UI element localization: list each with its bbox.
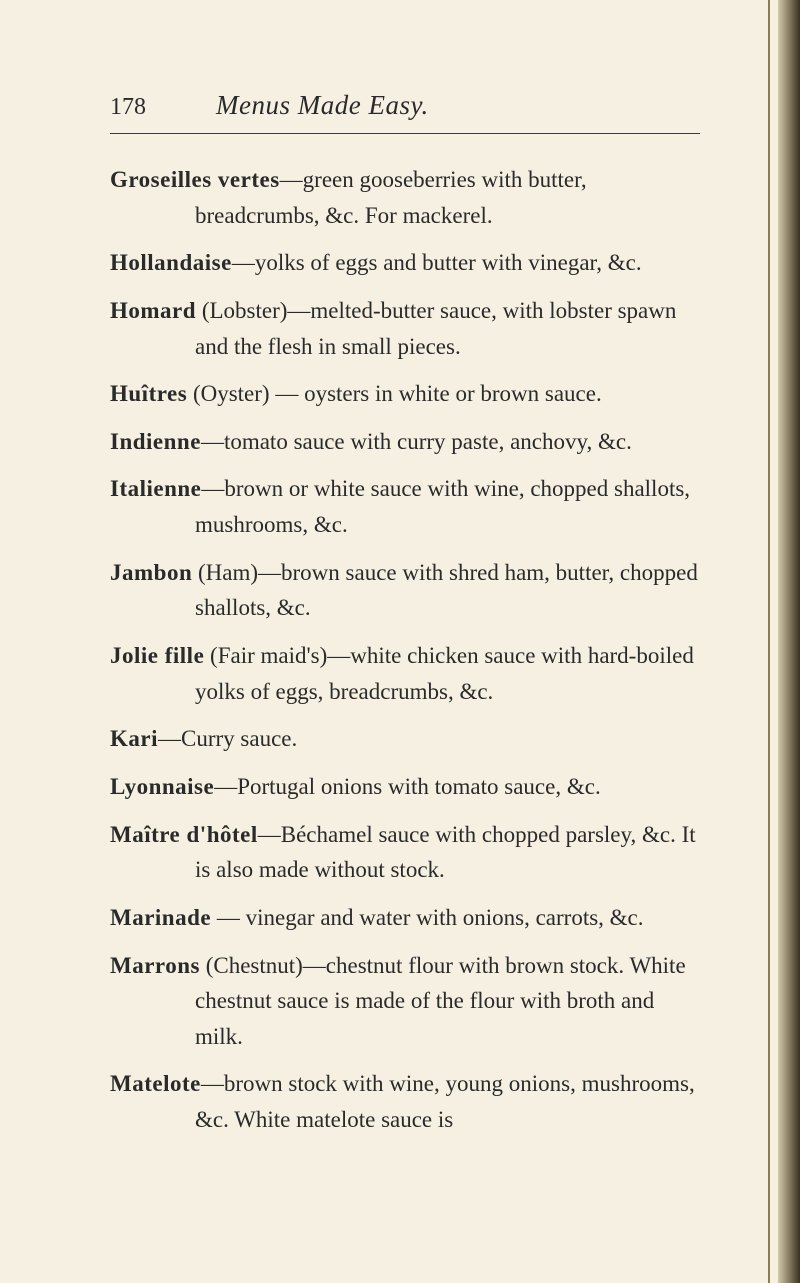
page-title: Menus Made Easy.	[216, 90, 429, 121]
page-edge-line	[768, 0, 770, 1283]
page-number: 178	[110, 94, 146, 121]
entry-term: Italienne	[110, 476, 201, 501]
entry-definition: — vinegar and water with onions, carrots…	[211, 905, 643, 930]
entry-term: Matelote	[110, 1071, 201, 1096]
glossary-entry: Huîtres (Oyster) — oysters in white or b…	[110, 376, 700, 412]
glossary-entry: Italienne—brown or white sauce with wine…	[110, 471, 700, 542]
entry-term: Groseilles vertes	[110, 167, 280, 192]
entry-term: Lyonnaise	[110, 774, 214, 799]
entry-definition: —brown or white sauce with wine, chopped…	[195, 476, 690, 537]
entry-definition: —brown stock with wine, young onions, mu…	[195, 1071, 695, 1132]
entry-term: Hollandaise	[110, 250, 232, 275]
glossary-entry: Marrons (Chestnut)—chestnut flour with b…	[110, 948, 700, 1055]
glossary-entry: Maître d'hôtel—Béchamel sauce with chopp…	[110, 817, 700, 888]
entry-term: Jambon	[110, 560, 192, 585]
glossary-entry: Kari—Curry sauce.	[110, 721, 700, 757]
entry-definition: (Ham)—brown sauce with shred ham, butter…	[192, 560, 698, 621]
entry-definition: (Fair maid's)—white chicken sauce with h…	[195, 643, 694, 704]
entry-definition: —Curry sauce.	[158, 726, 297, 751]
page-binding-edge	[778, 0, 800, 1283]
entry-definition: (Chestnut)—chestnut flour with brown sto…	[195, 953, 686, 1049]
entry-definition: —yolks of eggs and butter with vinegar, …	[232, 250, 642, 275]
entry-term: Jolie fille	[110, 643, 204, 668]
entry-definition: —tomato sauce with curry paste, anchovy,…	[201, 429, 632, 454]
entry-definition: (Oyster) — oysters in white or brown sau…	[187, 381, 602, 406]
page-content: 178 Menus Made Easy. Groseilles vertes—g…	[110, 90, 710, 1138]
entry-term: Homard	[110, 298, 196, 323]
entry-term: Indienne	[110, 429, 201, 454]
glossary-entry: Jambon (Ham)—brown sauce with shred ham,…	[110, 555, 700, 626]
header-rule	[110, 133, 700, 134]
glossary-entry: Groseilles vertes—green gooseberries wit…	[110, 162, 700, 233]
entry-definition: —Portugal onions with tomato sauce, &c.	[214, 774, 600, 799]
glossary-entry: Matelote—brown stock with wine, young on…	[110, 1066, 700, 1137]
entry-term: Kari	[110, 726, 158, 751]
entry-term: Maître d'hôtel	[110, 822, 258, 847]
entry-term: Huîtres	[110, 381, 187, 406]
glossary-entry: Hollandaise—yolks of eggs and butter wit…	[110, 245, 700, 281]
entry-definition: (Lobster)—melted-butter sauce, with lobs…	[195, 298, 676, 359]
entry-term: Marinade	[110, 905, 211, 930]
entry-definition: —Béchamel sauce with chopped parsley, &c…	[195, 822, 696, 883]
glossary-entry: Marinade — vinegar and water with onions…	[110, 900, 700, 936]
glossary-entry: Jolie fille (Fair maid's)—white chicken …	[110, 638, 700, 709]
glossary-entry: Indienne—tomato sauce with curry paste, …	[110, 424, 700, 460]
glossary-entry: Lyonnaise—Portugal onions with tomato sa…	[110, 769, 700, 805]
entries-list: Groseilles vertes—green gooseberries wit…	[110, 162, 700, 1138]
entry-term: Marrons	[110, 953, 200, 978]
page-header: 178 Menus Made Easy.	[110, 90, 700, 121]
glossary-entry: Homard (Lobster)—melted-butter sauce, wi…	[110, 293, 700, 364]
